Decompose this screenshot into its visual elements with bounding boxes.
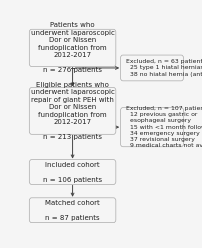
Text: Included cohort

n = 106 patients: Included cohort n = 106 patients — [43, 161, 102, 183]
FancyBboxPatch shape — [29, 88, 115, 134]
Text: Matched cohort

n = 87 patients: Matched cohort n = 87 patients — [45, 200, 99, 221]
FancyBboxPatch shape — [29, 198, 115, 223]
FancyBboxPatch shape — [120, 108, 183, 147]
FancyBboxPatch shape — [29, 160, 115, 185]
Text: Patients who
underwent laparoscopic
Dor or Nissen
fundoplication from
2012-2017
: Patients who underwent laparoscopic Dor … — [31, 22, 114, 73]
FancyBboxPatch shape — [29, 29, 115, 66]
Text: Excluded, n = 107 patients
  12 previous gastric or
  esophageal surgery
  15 wi: Excluded, n = 107 patients 12 previous g… — [125, 106, 202, 148]
Text: Excluded, n = 63 patients
  25 type 1 hiatal hernias
  38 no hiatal hernia (anti: Excluded, n = 63 patients 25 type 1 hiat… — [125, 59, 202, 77]
Text: Eligible patients who
underwent laparoscopic
repair of giant PEH with
Dor or Nis: Eligible patients who underwent laparosc… — [31, 82, 114, 140]
FancyBboxPatch shape — [120, 55, 183, 81]
